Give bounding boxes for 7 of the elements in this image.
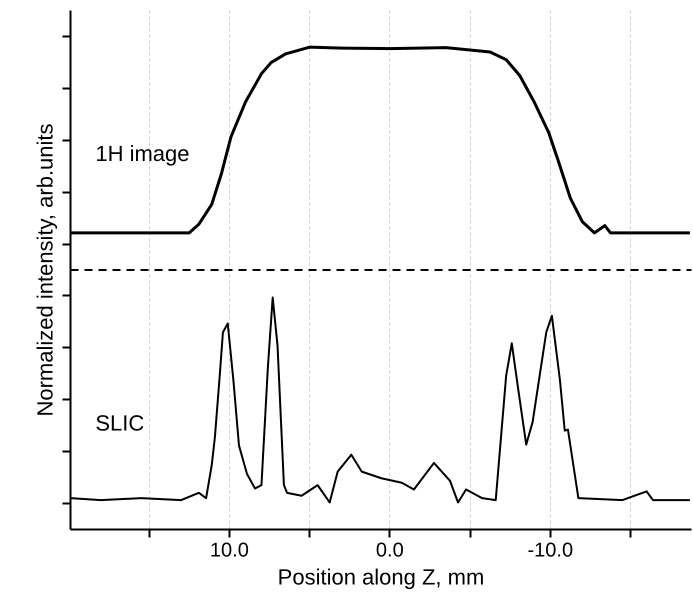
annotation: SLIC [95,410,144,436]
x-tick-label: 10.0 [210,540,249,562]
x-axis-title: Position along Z, mm [278,564,484,590]
annotation: 1H image [95,140,190,166]
y-axis-title: Normalized intensity, arb.units [32,123,58,417]
x-tick-label: -10.0 [528,540,574,562]
x-tick-label: 0.0 [376,540,404,562]
